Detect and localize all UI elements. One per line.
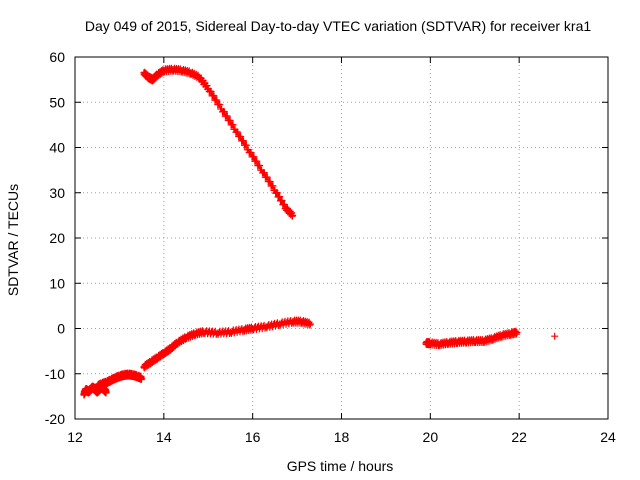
data-point-marker xyxy=(102,389,110,397)
data-point-marker xyxy=(247,149,255,157)
data-point-marker xyxy=(273,189,281,197)
data-point-marker xyxy=(137,376,145,384)
data-point-marker xyxy=(288,212,296,220)
data-point-marker xyxy=(223,112,231,120)
axis-ticks: 12 14 16 18 20 22 24 -20 -10 0 10 20 30 40 50 60 xyxy=(45,49,616,445)
y-tick-label: 10 xyxy=(49,275,65,291)
x-tick-label: 22 xyxy=(511,429,527,445)
x-tick-label: 18 xyxy=(334,429,350,445)
data-point-marker xyxy=(306,321,314,329)
y-tick-label: 50 xyxy=(49,94,65,110)
data-point-marker xyxy=(276,193,284,201)
data-point-marker xyxy=(239,137,247,145)
data-point-marker xyxy=(207,87,215,95)
y-axis-label: SDTVAR / TECUs xyxy=(5,184,21,296)
data-point-marker xyxy=(226,117,234,125)
grid-lines xyxy=(75,57,608,419)
data-point-marker xyxy=(263,173,271,181)
y-tick-label: 20 xyxy=(49,230,65,246)
x-tick-label: 12 xyxy=(67,429,83,445)
y-tick-label: 60 xyxy=(49,49,65,65)
data-point-marker xyxy=(220,108,228,116)
data-point-marker xyxy=(229,121,237,129)
y-tick-label: 0 xyxy=(57,321,65,337)
data-points xyxy=(80,64,559,399)
y-tick-label: 30 xyxy=(49,185,65,201)
x-tick-label: 20 xyxy=(423,429,439,445)
data-point-marker xyxy=(216,101,224,109)
data-point-marker xyxy=(256,162,264,170)
x-tick-label: 24 xyxy=(600,429,616,445)
data-point-marker xyxy=(260,169,268,177)
data-point-marker xyxy=(280,200,288,208)
data-point-marker xyxy=(250,153,258,161)
data-point-marker xyxy=(213,96,221,104)
x-tick-label: 14 xyxy=(156,429,172,445)
data-point-marker xyxy=(512,330,520,338)
x-axis-label: GPS time / hours xyxy=(287,458,394,474)
chart-title: Day 049 of 2015, Sidereal Day-to-day VTE… xyxy=(85,18,591,34)
data-point-marker xyxy=(237,133,245,141)
y-tick-label: 40 xyxy=(49,140,65,156)
data-point-marker xyxy=(234,128,242,136)
data-point-marker xyxy=(203,81,211,89)
data-point-marker xyxy=(242,141,250,149)
data-point-marker xyxy=(305,318,313,326)
x-tick-label: 16 xyxy=(245,429,261,445)
data-point-marker xyxy=(210,92,218,100)
data-point-marker xyxy=(253,157,261,165)
data-point-marker xyxy=(266,178,274,186)
y-tick-label: -20 xyxy=(45,411,65,427)
data-point-marker xyxy=(269,182,277,190)
y-tick-label: -10 xyxy=(45,366,65,382)
data-point-marker xyxy=(551,332,559,340)
data-point-marker xyxy=(278,197,286,205)
